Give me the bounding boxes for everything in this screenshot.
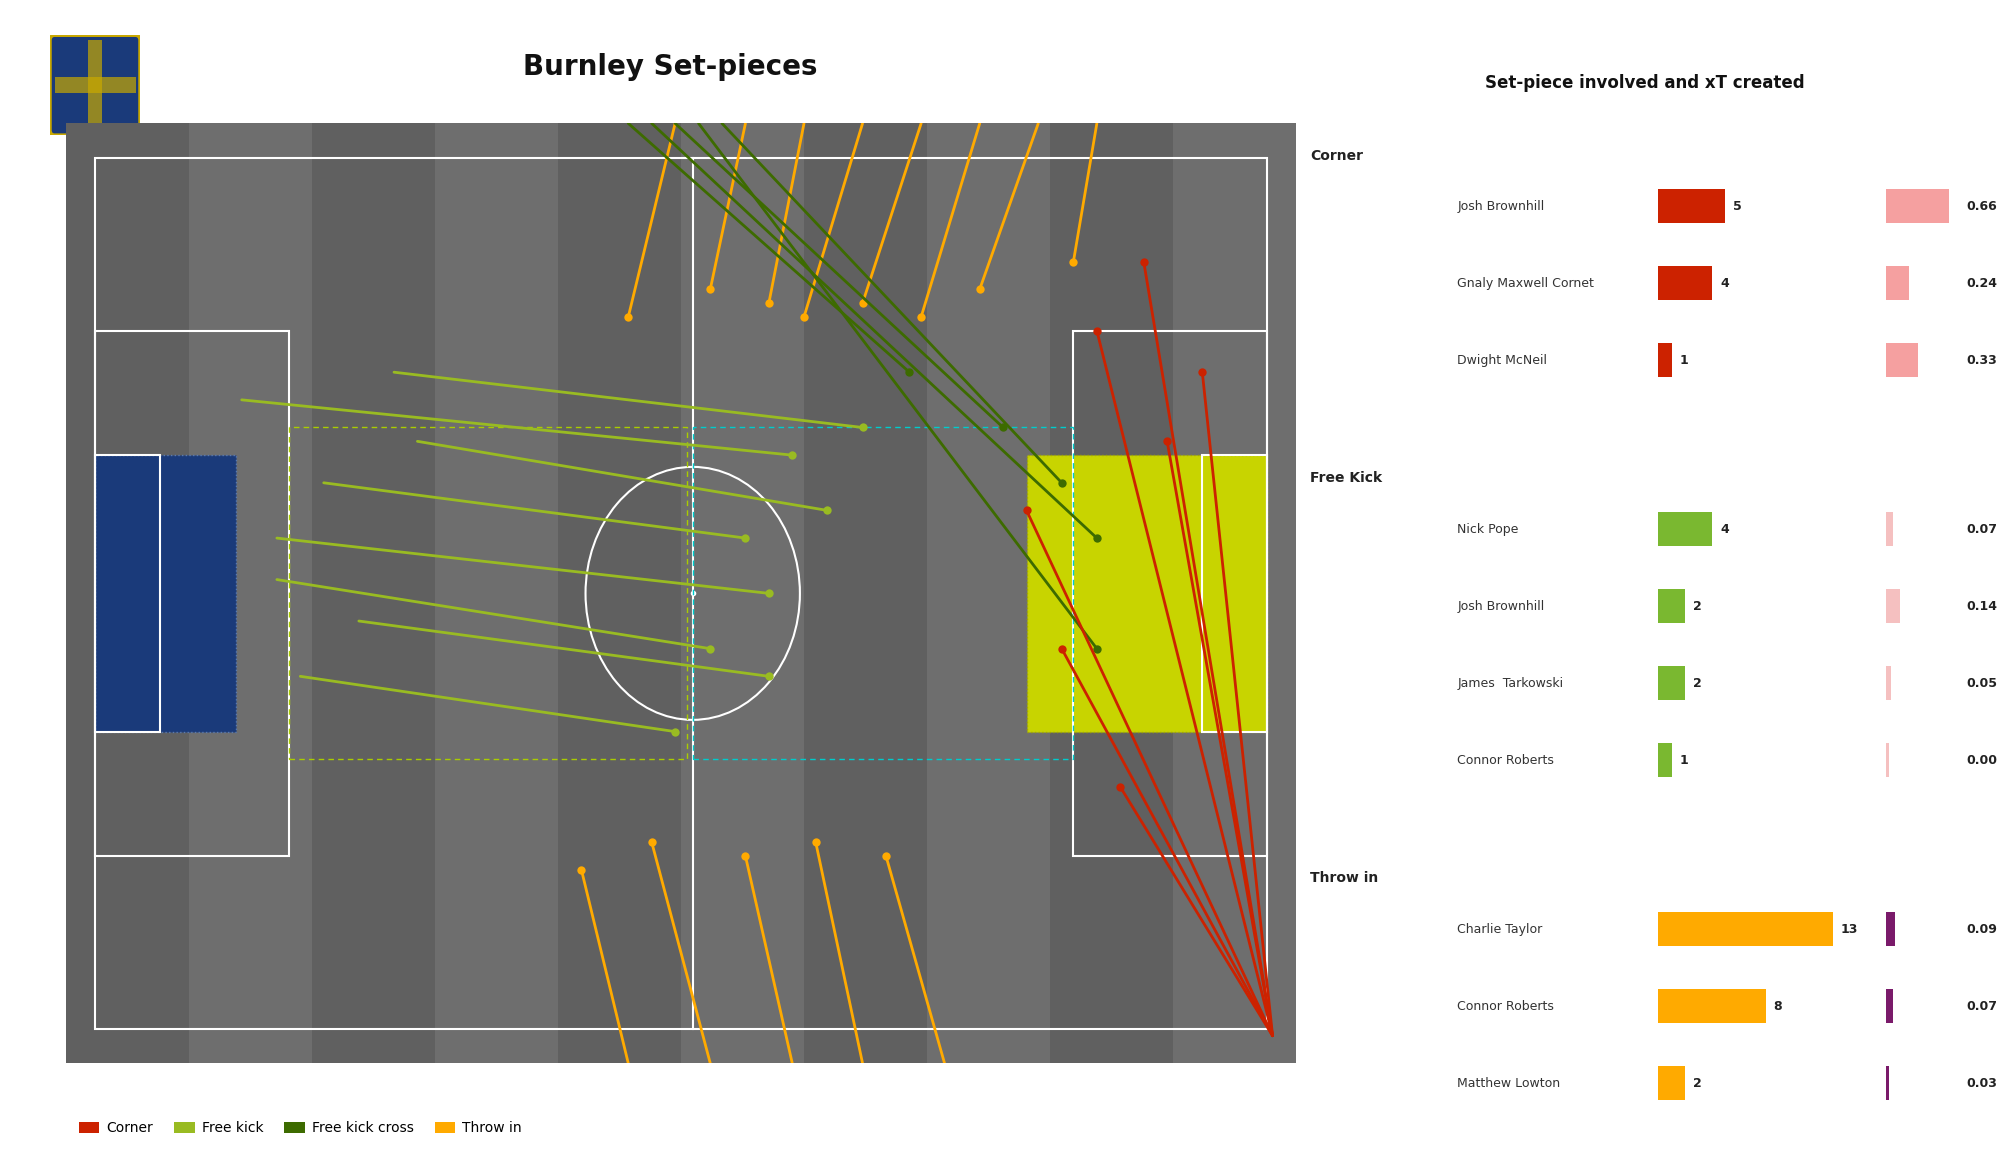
Bar [1886, 743, 1888, 778]
Bar [1886, 666, 1890, 700]
Bar [312, 123, 436, 1063]
Bar [1026, 455, 1266, 732]
Bar [1886, 512, 1892, 546]
Bar [1658, 1066, 1686, 1100]
Bar [436, 123, 558, 1063]
Bar [1886, 1066, 1890, 1100]
Text: 0.14: 0.14 [1966, 599, 1998, 612]
Text: 1: 1 [1680, 753, 1688, 767]
Bar [804, 123, 928, 1063]
Bar [1658, 743, 1672, 778]
Text: 2: 2 [1694, 1076, 1702, 1089]
Bar [1886, 912, 1894, 946]
Text: Set-piece involved and xT created: Set-piece involved and xT created [1486, 74, 1804, 92]
Bar [1074, 330, 1266, 857]
Bar [928, 123, 1050, 1063]
Text: Free Kick: Free Kick [1310, 471, 1382, 485]
Text: 0.05: 0.05 [1966, 677, 1998, 690]
Bar [66, 123, 188, 1063]
Bar [692, 428, 1074, 759]
Bar [558, 123, 680, 1063]
Text: Gnaly Maxwell Cornet: Gnaly Maxwell Cornet [1458, 277, 1594, 290]
Bar [188, 123, 312, 1063]
Bar [1658, 267, 1712, 301]
Bar [88, 40, 102, 130]
Bar [1886, 589, 1900, 623]
Bar [1658, 189, 1726, 223]
Bar [1658, 666, 1686, 700]
Bar [54, 78, 136, 93]
Text: 0.07: 0.07 [1966, 1000, 1998, 1013]
Text: 0.03: 0.03 [1966, 1076, 1998, 1089]
Text: 1: 1 [1680, 354, 1688, 367]
Bar [96, 455, 160, 732]
FancyBboxPatch shape [50, 35, 140, 135]
Text: 0.66: 0.66 [1966, 200, 1998, 213]
Text: 13: 13 [1840, 922, 1858, 935]
Bar [288, 428, 686, 759]
Text: Josh Brownhill: Josh Brownhill [1458, 599, 1544, 612]
Text: 2: 2 [1694, 599, 1702, 612]
Text: 2: 2 [1694, 677, 1702, 690]
Bar [1658, 912, 1832, 946]
Bar [1886, 343, 1918, 377]
Text: Nick Pope: Nick Pope [1458, 523, 1518, 536]
Bar [1658, 512, 1712, 546]
Text: Throw in: Throw in [1310, 872, 1378, 886]
Bar [1886, 189, 1950, 223]
Bar [1886, 267, 1910, 301]
Text: 0.09: 0.09 [1966, 922, 1998, 935]
Text: 5: 5 [1734, 200, 1742, 213]
Text: 0.24: 0.24 [1966, 277, 1998, 290]
Text: Josh Brownhill: Josh Brownhill [1458, 200, 1544, 213]
Legend: Corner, Free kick, Free kick cross, Throw in: Corner, Free kick, Free kick cross, Thro… [72, 1116, 528, 1141]
Text: 0.07: 0.07 [1966, 523, 1998, 536]
Bar [1050, 123, 1172, 1063]
Text: Connor Roberts: Connor Roberts [1458, 753, 1554, 767]
Text: 8: 8 [1774, 1000, 1782, 1013]
Text: 0.00: 0.00 [1966, 753, 1998, 767]
Text: Connor Roberts: Connor Roberts [1458, 1000, 1554, 1013]
Text: Burnley Set-pieces: Burnley Set-pieces [522, 53, 818, 81]
Bar [680, 123, 804, 1063]
Bar [1202, 455, 1266, 732]
Bar [1658, 589, 1686, 623]
Text: Charlie Taylor: Charlie Taylor [1458, 922, 1542, 935]
Text: 0.33: 0.33 [1966, 354, 1998, 367]
Text: Corner: Corner [1310, 148, 1364, 162]
Text: Dwight McNeil: Dwight McNeil [1458, 354, 1548, 367]
Bar [1172, 123, 1296, 1063]
Text: Matthew Lowton: Matthew Lowton [1458, 1076, 1560, 1089]
Bar [1658, 343, 1672, 377]
Bar [96, 330, 288, 857]
Text: James  Tarkowski: James Tarkowski [1458, 677, 1564, 690]
Text: 4: 4 [1720, 277, 1728, 290]
Bar [96, 455, 236, 732]
Text: 4: 4 [1720, 523, 1728, 536]
Bar [1886, 989, 1892, 1023]
Bar [1658, 989, 1766, 1023]
